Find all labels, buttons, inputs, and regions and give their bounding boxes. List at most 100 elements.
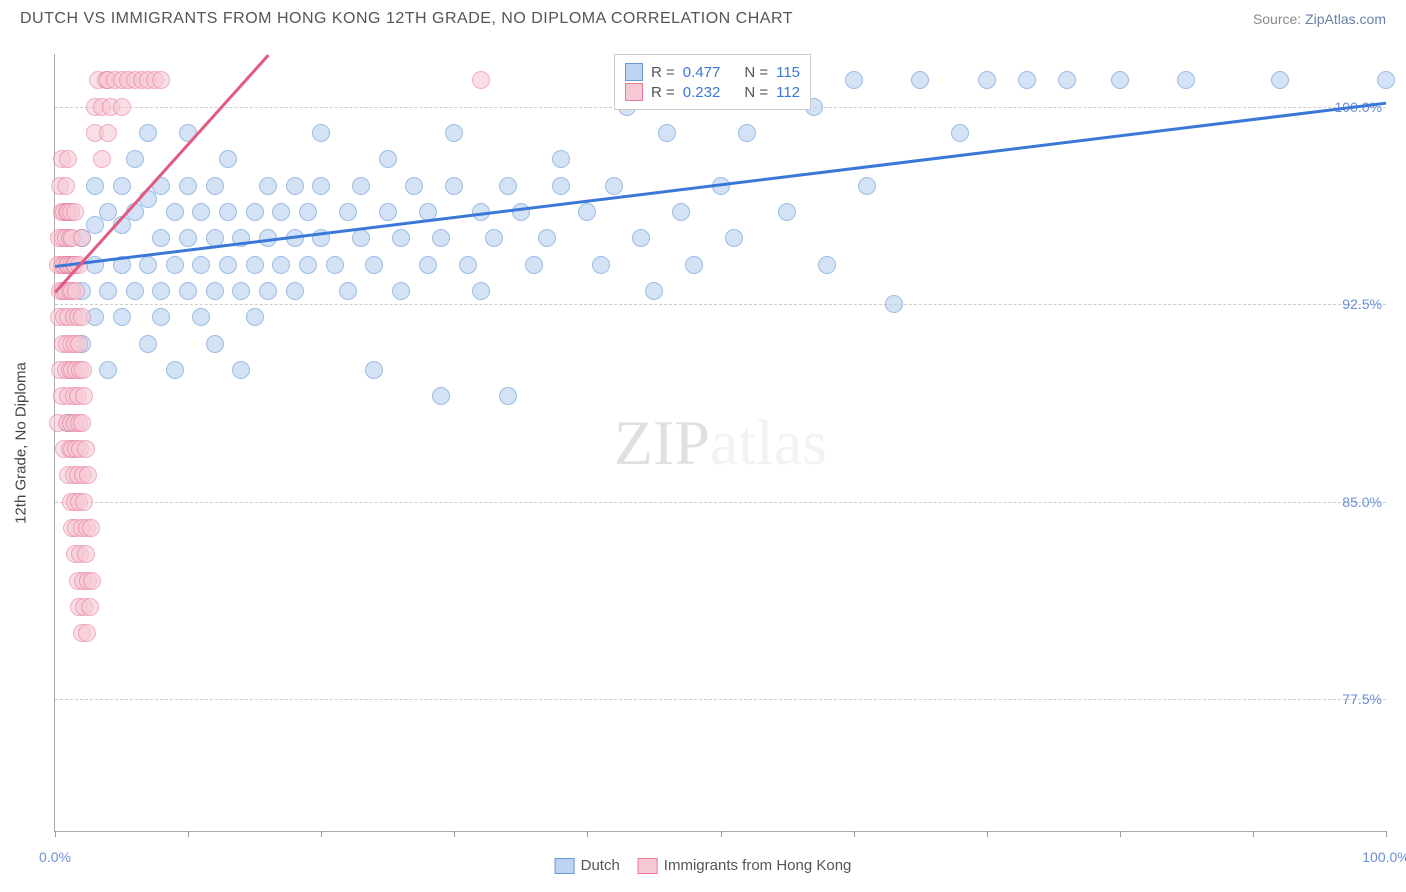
data-point bbox=[113, 177, 131, 195]
data-point bbox=[392, 282, 410, 300]
x-tick bbox=[1386, 831, 1387, 837]
data-point bbox=[86, 216, 104, 234]
legend-swatch bbox=[638, 858, 658, 874]
data-point bbox=[259, 177, 277, 195]
data-point bbox=[232, 361, 250, 379]
chart-plot-area: 12th Grade, No Diploma ZIPatlas 77.5%85.… bbox=[54, 54, 1386, 832]
legend-label: Immigrants from Hong Kong bbox=[664, 857, 852, 874]
data-point bbox=[259, 282, 277, 300]
data-point bbox=[67, 282, 85, 300]
data-point bbox=[352, 177, 370, 195]
data-point bbox=[432, 229, 450, 247]
gridline bbox=[55, 502, 1386, 503]
data-point bbox=[1018, 71, 1036, 89]
legend-item: Dutch bbox=[555, 857, 620, 874]
data-point bbox=[672, 203, 690, 221]
stat-r-label: R = bbox=[651, 84, 675, 101]
trend-line bbox=[55, 101, 1386, 267]
data-point bbox=[139, 256, 157, 274]
data-point bbox=[685, 256, 703, 274]
data-point bbox=[73, 414, 91, 432]
x-tick-label: 0.0% bbox=[39, 849, 71, 865]
data-point bbox=[658, 124, 676, 142]
data-point bbox=[978, 71, 996, 89]
data-point bbox=[77, 440, 95, 458]
data-point bbox=[552, 150, 570, 168]
data-point bbox=[166, 256, 184, 274]
data-point bbox=[299, 203, 317, 221]
data-point bbox=[632, 229, 650, 247]
stat-r-value: 0.477 bbox=[683, 64, 721, 81]
data-point bbox=[1111, 71, 1129, 89]
data-point bbox=[179, 177, 197, 195]
data-point bbox=[286, 282, 304, 300]
data-point bbox=[152, 282, 170, 300]
data-point bbox=[592, 256, 610, 274]
data-point bbox=[858, 177, 876, 195]
data-point bbox=[272, 203, 290, 221]
legend-swatch bbox=[625, 63, 643, 81]
data-point bbox=[192, 203, 210, 221]
legend-label: Dutch bbox=[581, 857, 620, 874]
data-point bbox=[232, 282, 250, 300]
data-point bbox=[206, 335, 224, 353]
data-point bbox=[312, 177, 330, 195]
source-link[interactable]: ZipAtlas.com bbox=[1305, 11, 1386, 27]
data-point bbox=[405, 177, 423, 195]
data-point bbox=[485, 229, 503, 247]
data-point bbox=[272, 256, 290, 274]
data-point bbox=[152, 308, 170, 326]
data-point bbox=[152, 229, 170, 247]
data-point bbox=[79, 466, 97, 484]
data-point bbox=[152, 71, 170, 89]
stat-r-value: 0.232 bbox=[683, 84, 721, 101]
data-point bbox=[139, 335, 157, 353]
data-point bbox=[206, 177, 224, 195]
data-point bbox=[166, 361, 184, 379]
data-point bbox=[99, 282, 117, 300]
legend-swatch bbox=[555, 858, 575, 874]
chart-title: DUTCH VS IMMIGRANTS FROM HONG KONG 12TH … bbox=[20, 10, 793, 28]
data-point bbox=[552, 177, 570, 195]
x-tick bbox=[854, 831, 855, 837]
x-tick-label: 100.0% bbox=[1362, 849, 1406, 865]
data-point bbox=[99, 124, 117, 142]
stat-n-value: 115 bbox=[776, 64, 800, 81]
data-point bbox=[179, 124, 197, 142]
data-point bbox=[312, 124, 330, 142]
data-point bbox=[219, 150, 237, 168]
data-point bbox=[113, 98, 131, 116]
x-tick bbox=[987, 831, 988, 837]
data-point bbox=[246, 203, 264, 221]
data-point bbox=[365, 256, 383, 274]
data-point bbox=[445, 177, 463, 195]
data-point bbox=[166, 203, 184, 221]
y-axis-title: 12th Grade, No Diploma bbox=[13, 362, 30, 524]
y-tick-label: 77.5% bbox=[1342, 691, 1382, 707]
stats-row: R =0.232N =112 bbox=[625, 83, 800, 101]
data-point bbox=[1377, 71, 1395, 89]
data-point bbox=[179, 282, 197, 300]
data-point bbox=[339, 282, 357, 300]
data-point bbox=[86, 177, 104, 195]
data-point bbox=[432, 387, 450, 405]
data-point bbox=[73, 308, 91, 326]
data-point bbox=[1177, 71, 1195, 89]
stat-r-label: R = bbox=[651, 64, 675, 81]
stat-n-label: N = bbox=[744, 84, 768, 101]
data-point bbox=[326, 256, 344, 274]
data-point bbox=[70, 335, 88, 353]
stats-row: R =0.477N =115 bbox=[625, 63, 800, 81]
legend-swatch bbox=[625, 83, 643, 101]
legend-item: Immigrants from Hong Kong bbox=[638, 857, 852, 874]
x-tick bbox=[55, 831, 56, 837]
source-attribution: Source: ZipAtlas.com bbox=[1253, 11, 1386, 27]
data-point bbox=[113, 308, 131, 326]
data-point bbox=[192, 256, 210, 274]
data-point bbox=[73, 229, 91, 247]
correlation-stats-box: R =0.477N =115R =0.232N =112 bbox=[614, 54, 811, 110]
x-tick bbox=[1120, 831, 1121, 837]
data-point bbox=[299, 256, 317, 274]
data-point bbox=[59, 150, 77, 168]
data-point bbox=[83, 572, 101, 590]
